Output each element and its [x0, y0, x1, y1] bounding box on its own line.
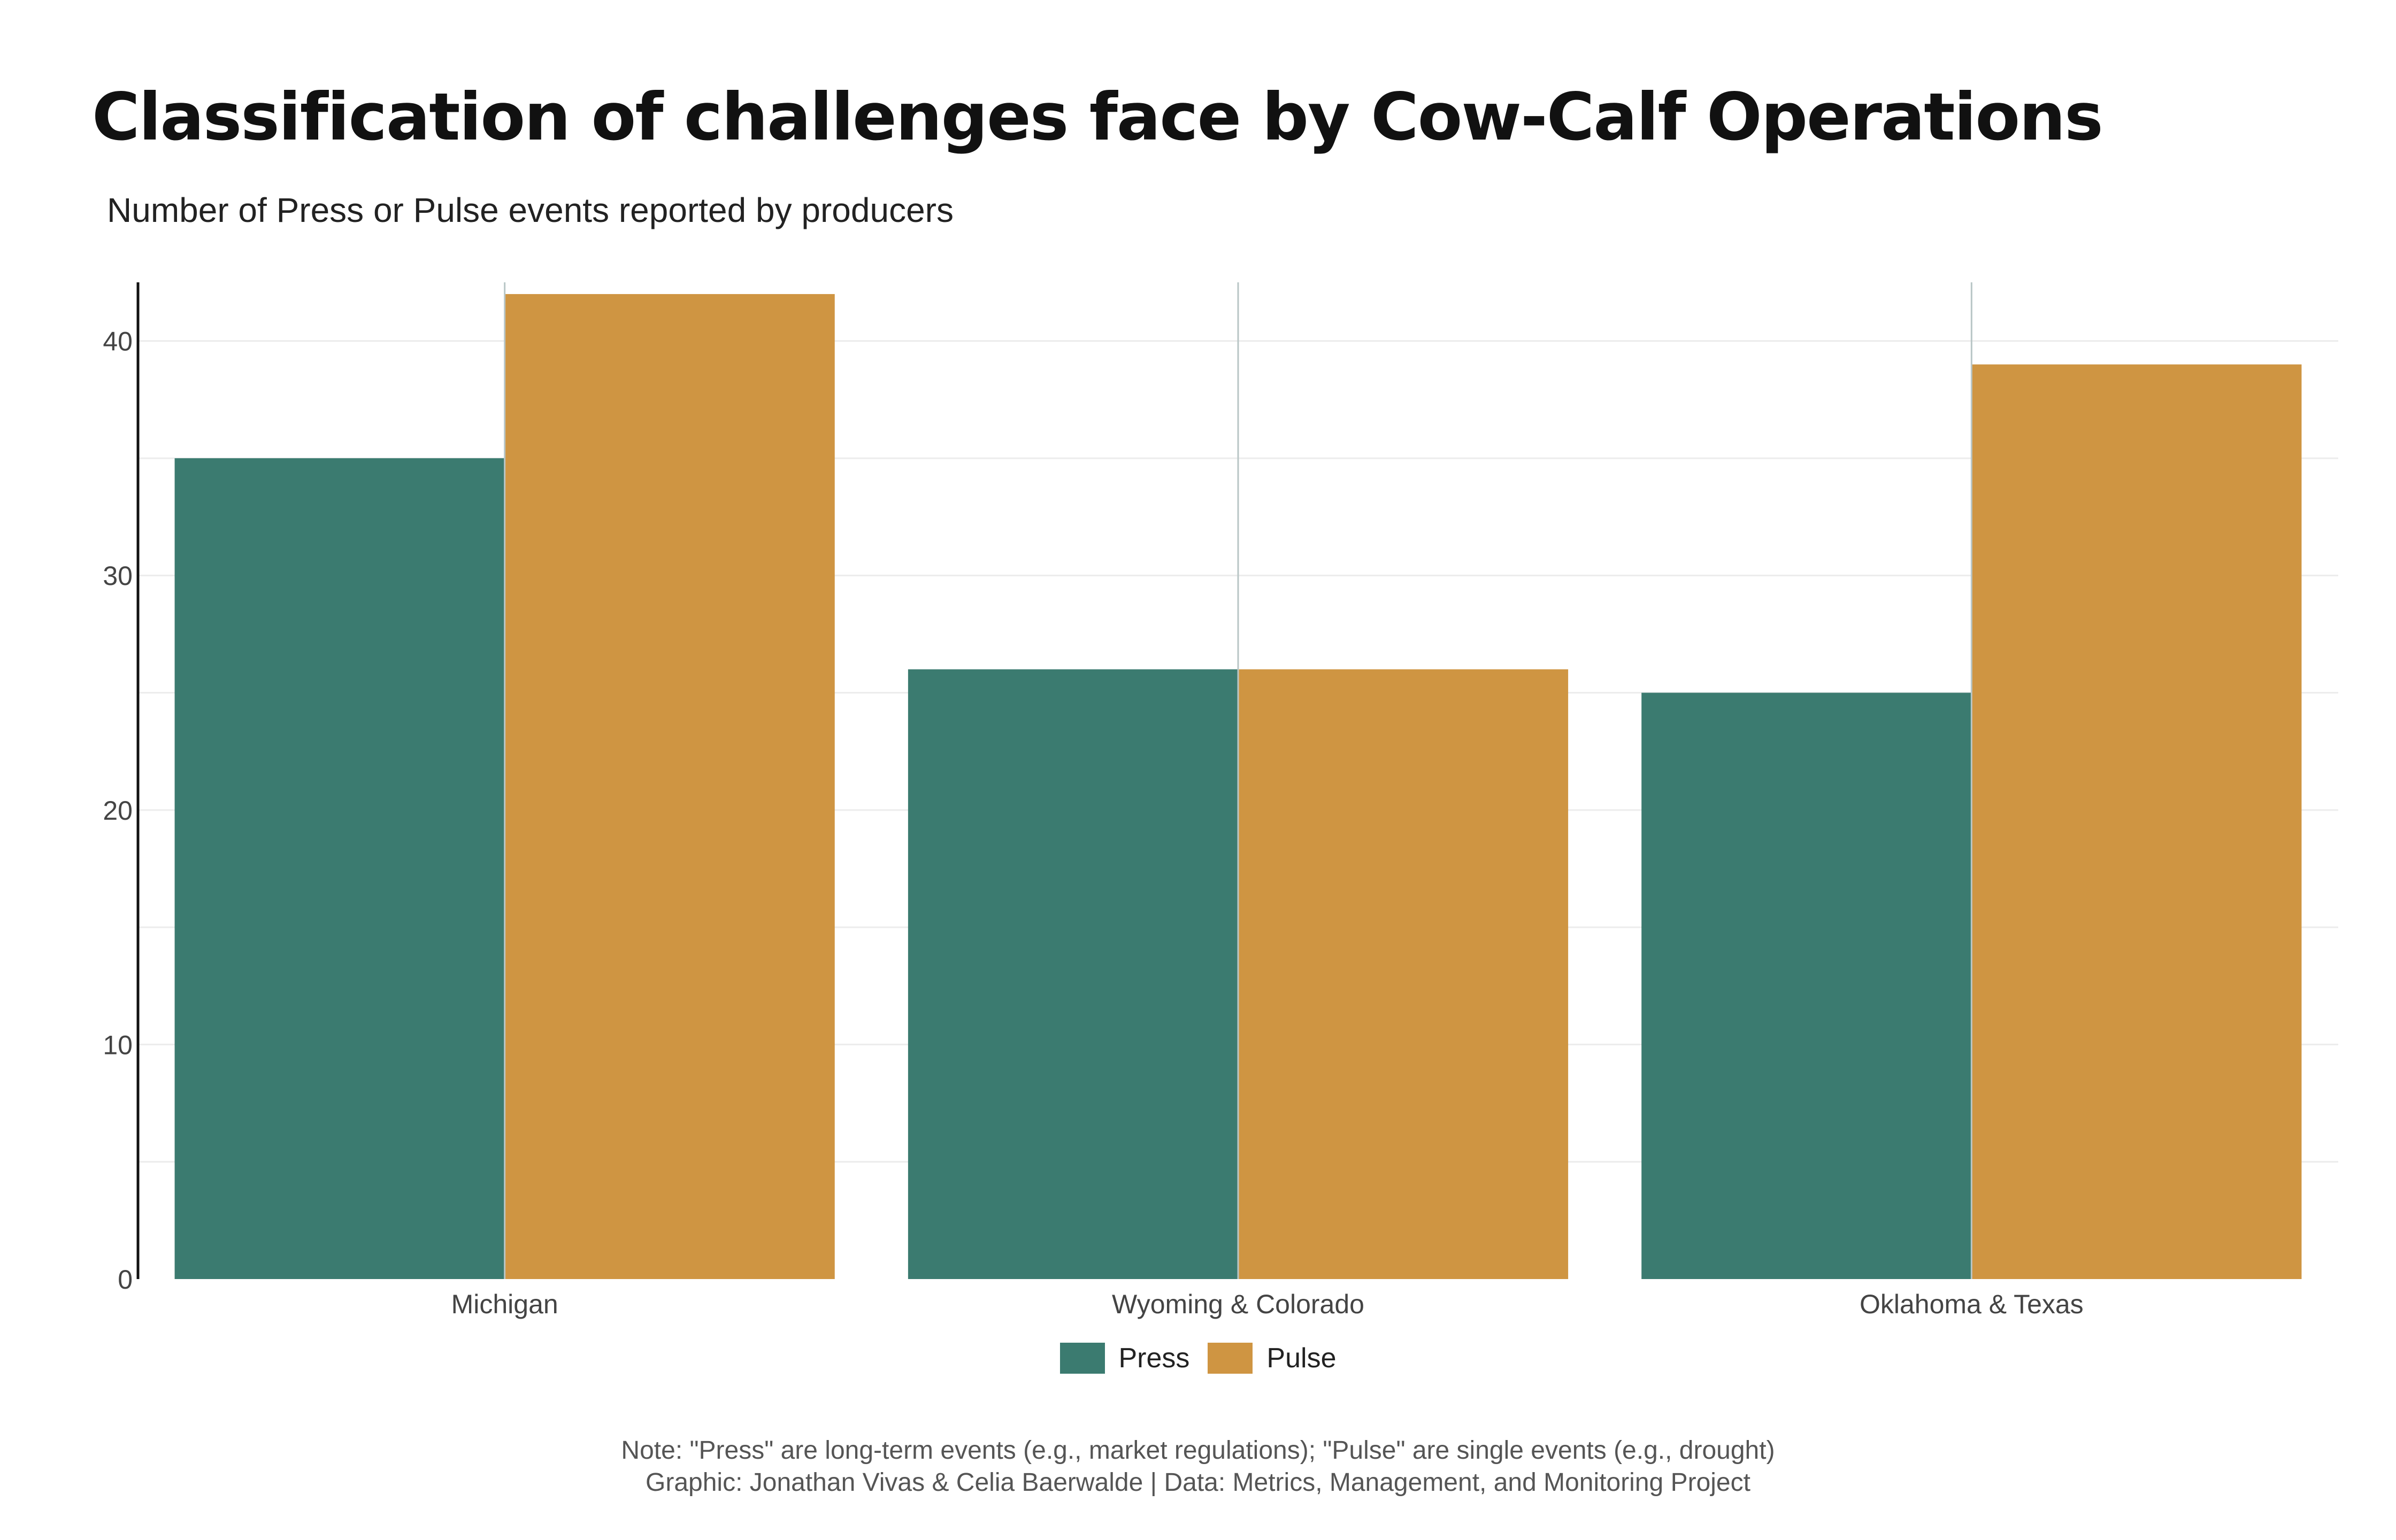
legend-swatch-press	[1059, 1343, 1105, 1374]
bar-press-2	[908, 669, 1238, 1279]
legend-swatch-pulse	[1208, 1343, 1253, 1374]
bar-press-3	[1641, 692, 1972, 1279]
bar-pulse-3	[1971, 364, 2302, 1279]
credit-caption: Graphic: Jonathan Vivas & Celia Baerwald…	[646, 1468, 1750, 1497]
bar-pulse-1	[504, 294, 835, 1279]
legend-item-press: Press	[1059, 1342, 1190, 1374]
axes	[136, 282, 1972, 1279]
x-tick-label: Wyoming & Colorado	[1112, 1289, 1364, 1319]
legend-label-press: Press	[1118, 1343, 1190, 1374]
y-tick-label: 0	[118, 1265, 133, 1295]
bars	[174, 294, 2302, 1279]
y-tick-label: 20	[103, 796, 133, 826]
y-tick-label: 10	[103, 1030, 133, 1060]
legend: Press Pulse	[0, 1342, 2396, 1374]
chart-title: Classification of challenges face by Cow…	[92, 79, 2103, 155]
x-tick-label: Michigan	[451, 1289, 558, 1319]
bar-pulse-2	[1238, 669, 1569, 1279]
chart-subtitle: Number of Press or Pulse events reported…	[107, 191, 954, 229]
bar-press-1	[174, 458, 505, 1279]
legend-item-pulse: Pulse	[1208, 1342, 1337, 1374]
y-tick-label: 30	[103, 561, 133, 591]
x-tick-label: Oklahoma & Texas	[1860, 1289, 2084, 1319]
y-tick-label: 40	[103, 327, 133, 357]
note-caption: Note: "Press" are long-term events (e.g.…	[621, 1436, 1775, 1465]
legend-label-pulse: Pulse	[1266, 1343, 1337, 1374]
axis-labels: 0 10 20 30 40 Michigan Wyoming & Colorado Oklah…	[103, 327, 2083, 1319]
